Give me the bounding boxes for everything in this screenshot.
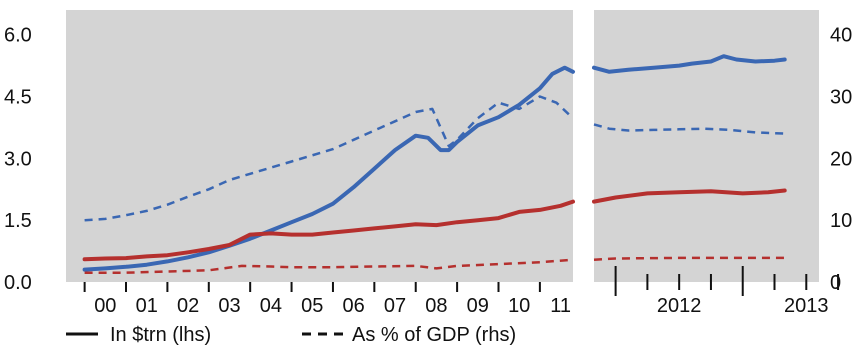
y-left-tick-label: 1.5 [4, 210, 32, 232]
y-left-tick-label: 6.0 [4, 25, 32, 47]
x-tick-label: 09 [467, 295, 489, 317]
left-panel-background [66, 10, 573, 282]
x-tick-label: 03 [218, 295, 240, 317]
left-x-axis-ticks: 00 01 02 03 04 05 06 07 08 09 10 11 [83, 282, 571, 317]
x-tick-label: 02 [177, 295, 199, 317]
right-series-blue-trn-line [592, 54, 787, 74]
x-tick-label: 2012 [657, 295, 702, 317]
right-panel-background [594, 10, 819, 282]
right-x-axis-ticks: 2012 2013 [614, 266, 840, 317]
right-y-axis-ticks: 40 30 20 10 0 [830, 25, 852, 294]
x-tick-label: 06 [343, 295, 365, 317]
legend-label-rhs: As % of GDP (rhs) [352, 324, 516, 346]
x-tick-label: 04 [260, 295, 282, 317]
y-right-tick-label: 10 [830, 210, 852, 232]
x-tick-label: 08 [425, 295, 447, 317]
x-tick-label: 2013 [784, 295, 829, 317]
right-series-blue-gdp-share-line [593, 123, 785, 135]
x-tick-label: 11 [550, 295, 571, 317]
x-tick-label: 10 [508, 295, 530, 317]
x-tick-label: 01 [136, 295, 158, 317]
right-series-red-trn-line [592, 188, 787, 204]
y-right-tick-label: 0 [830, 272, 841, 294]
y-left-tick-label: 0.0 [4, 272, 32, 294]
left-y-axis-ticks: 6.0 4.5 3.0 1.5 0.0 [4, 25, 32, 294]
y-right-tick-label: 40 [830, 25, 852, 47]
left-series-red-trn-line [82, 199, 575, 262]
legend-label-lhs: In $trn (lhs) [110, 324, 211, 346]
y-left-tick-label: 4.5 [4, 87, 32, 109]
y-right-tick-label: 30 [830, 87, 852, 109]
x-tick-label: 05 [301, 295, 323, 317]
right-panel-series [592, 54, 787, 261]
left-series-blue-gdp-share-line [84, 95, 574, 222]
y-left-tick-label: 3.0 [4, 148, 32, 170]
legend: In $trn (lhs) As % of GDP (rhs) [66, 324, 516, 346]
y-right-tick-label: 20 [830, 148, 852, 170]
x-tick-label: 07 [384, 295, 406, 317]
right-series-red-gdp-share-line [593, 256, 785, 261]
left-panel-series [82, 65, 575, 274]
x-tick-label: 00 [94, 295, 116, 317]
left-series-blue-trn-line [82, 65, 575, 272]
